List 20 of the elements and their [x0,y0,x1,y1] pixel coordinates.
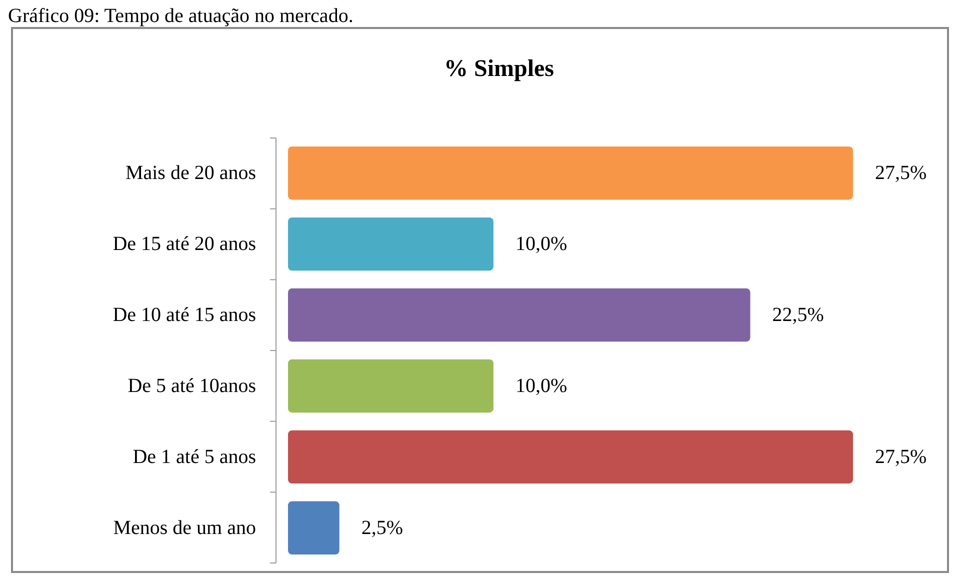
y-tick-label: De 10 até 15 anos [112,304,256,326]
data-label: 2,5% [361,516,404,539]
bar [288,430,853,484]
data-label: 10,0% [515,374,568,397]
y-tick-label: De 1 até 5 anos [132,446,256,468]
data-label: 10,0% [515,233,568,256]
chart-title: % Simples [444,56,554,82]
y-tick-label: De 15 até 20 anos [112,233,256,256]
data-label: 27,5% [875,162,927,184]
y-tick-label: De 5 até 10anos [128,374,256,397]
text: Gráfico 09: Tempo de atuação no mercado. [8,5,354,27]
bar [288,501,340,554]
bar [288,288,750,342]
bar [288,146,853,200]
y-tick-label: Menos de um ano [113,516,256,539]
y-tick-label: Mais de 20 anos [125,162,256,184]
bar [288,217,494,271]
bar [288,359,494,413]
data-label: 27,5% [875,446,927,468]
data-label: 22,5% [772,304,824,326]
